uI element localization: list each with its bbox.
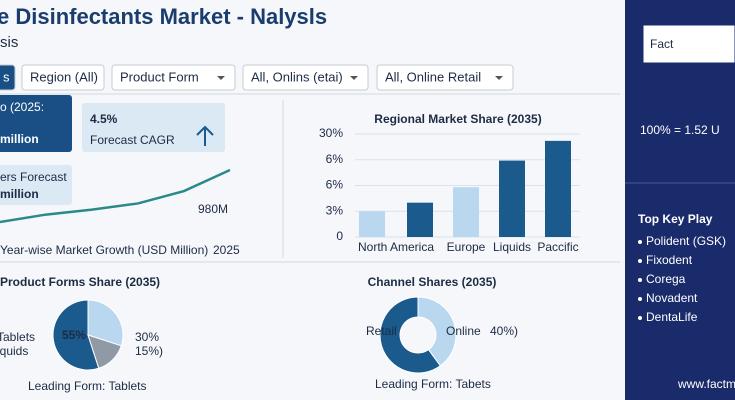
donut-slice <box>417 296 457 367</box>
chart-title: Regional Market Share (2035) <box>374 112 541 126</box>
value-label: 30% <box>135 330 159 344</box>
page-title: e Disinfectants Market - Nalysls <box>0 4 327 29</box>
chart-title: Channel Shares (2035) <box>368 275 497 289</box>
bullet <box>638 297 642 301</box>
player-item: Corega <box>646 272 686 286</box>
logo: Fact <box>650 37 674 51</box>
kpi-value: million <box>0 187 39 201</box>
pie-slice <box>52 299 100 371</box>
value-label: 40%) <box>490 324 518 338</box>
y-tick-label: 30% <box>319 126 343 140</box>
filter-label: Product Form <box>120 69 199 84</box>
kpi-label: ers Forecast <box>0 170 67 184</box>
x-tick-label: Liquids <box>493 240 531 254</box>
slice-label: Online <box>446 324 481 338</box>
caret-icon <box>217 76 225 80</box>
bullet <box>638 259 642 263</box>
page-subtitle: sis <box>0 34 18 51</box>
player-item: Fixodent <box>646 253 693 267</box>
bullet <box>638 240 642 244</box>
chart-title: Product Forms Share (2035) <box>0 275 160 289</box>
filter-label: Region (All) <box>30 69 98 84</box>
y-tick-label: 6% <box>326 152 344 166</box>
filter-dropdown[interactable] <box>0 64 16 91</box>
x-axis-label: Year-wise Market Growth (USD Million) <box>0 243 208 257</box>
players-title: Top Key Play <box>638 212 713 226</box>
bar <box>499 160 525 237</box>
bar <box>407 202 433 237</box>
bar <box>545 140 571 237</box>
kpi-card <box>0 165 72 205</box>
slice-label: iquids <box>0 344 28 358</box>
player-item: Polident (GSK) <box>646 234 726 248</box>
y-tick-label: 6% <box>326 178 344 192</box>
market-total: 100% = 1.52 U <box>640 123 720 137</box>
filter-dropdown[interactable] <box>376 64 514 91</box>
caret-icon <box>495 76 503 80</box>
bullet <box>638 278 642 282</box>
donut-slice <box>379 296 442 374</box>
side-panel <box>625 0 735 400</box>
filter-dropdown[interactable] <box>242 64 369 91</box>
filter-dropdown[interactable] <box>21 64 105 91</box>
x-tick-label: Paccific <box>537 240 578 254</box>
annotation: 980M <box>198 202 228 216</box>
bar <box>453 187 479 237</box>
y-tick-label: 0 <box>336 229 343 243</box>
logo-box <box>642 24 735 64</box>
caret-icon <box>350 76 358 80</box>
x-end-label: 2025 <box>213 243 240 257</box>
x-tick-label: Europe <box>447 240 486 254</box>
filter-dropdown[interactable] <box>111 64 236 91</box>
kpi-value: million <box>0 132 39 146</box>
player-item: DentaLife <box>646 310 698 324</box>
kpi-label: Forecast CAGR <box>90 133 175 147</box>
filter-label: All, Online Retail <box>385 69 481 84</box>
kpi-label: o (2025: <box>0 100 44 114</box>
value-label: 15%) <box>135 344 163 358</box>
pie-slice <box>87 299 124 347</box>
slice-label: Tablets <box>0 330 35 344</box>
slice-label: Retail <box>366 324 397 338</box>
footer-label: Leading Form: Tablets <box>28 379 147 393</box>
footer-label: Leading Form: Tabets <box>375 377 491 391</box>
kpi-card <box>82 103 225 152</box>
pie-slice <box>87 334 122 369</box>
bar <box>359 211 385 237</box>
filter-label: s <box>3 69 10 84</box>
bullet <box>638 316 642 320</box>
filter-label: All, Onlins (etai) <box>251 69 343 84</box>
player-item: Novadent <box>646 291 698 305</box>
up-arrow-icon <box>196 125 214 146</box>
kpi-card <box>0 95 72 152</box>
growth-line <box>0 168 231 224</box>
kpi-value: 4.5% <box>90 112 118 126</box>
y-tick-label: 3% <box>326 203 344 217</box>
url: www.factmr <box>677 377 735 391</box>
value-label: 55% <box>62 328 86 342</box>
x-tick-label: North America <box>358 240 434 254</box>
